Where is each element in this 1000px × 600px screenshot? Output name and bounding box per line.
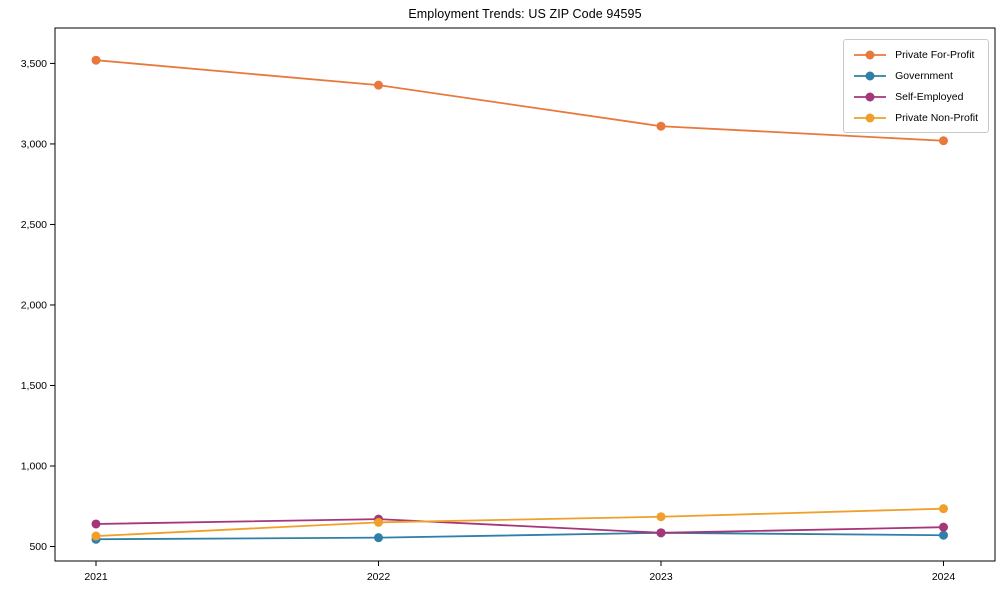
data-point-marker <box>374 80 383 90</box>
legend-label: Government <box>895 69 953 82</box>
plot-border <box>54 27 996 562</box>
legend-marker-icon <box>854 50 887 59</box>
legend-item: Private For-Profit <box>852 46 978 63</box>
data-point-marker <box>656 121 666 131</box>
y-tick-label: 1,500 <box>21 380 47 392</box>
series-line-government <box>95 531 945 541</box>
y-tick-label: 3,000 <box>21 139 47 151</box>
series-line-self-employed <box>95 518 945 534</box>
x-tick-label: 2023 <box>649 571 673 583</box>
data-point-marker <box>939 136 948 146</box>
y-tick-label: 2,500 <box>21 219 47 231</box>
legend-marker-icon <box>854 92 887 101</box>
legend-marker-icon <box>854 113 887 122</box>
x-tick-label: 2024 <box>932 571 956 583</box>
legend: Private For-Profit Government Self-Employe… <box>843 39 989 133</box>
series-line-private-non-profit <box>95 507 945 537</box>
data-point-marker <box>91 519 101 529</box>
y-tick-label: 2,000 <box>21 300 47 312</box>
data-point-marker <box>374 533 383 543</box>
y-tick-label: 3,500 <box>21 58 47 70</box>
y-tick-label: 1,000 <box>21 461 47 473</box>
data-point-marker <box>91 55 101 65</box>
y-tick-label: 500 <box>29 541 47 553</box>
series-line-private-for-profit <box>95 59 945 142</box>
legend-label: Self-Employed <box>895 90 964 103</box>
chart-title: Employment Trends: US ZIP Code 94595 <box>408 7 642 21</box>
legend-item: Self-Employed <box>852 88 978 105</box>
data-point-marker <box>91 531 101 541</box>
data-point-marker <box>939 530 948 540</box>
legend-label: Private Non-Profit <box>895 111 978 124</box>
data-point-marker <box>374 517 383 527</box>
x-tick-label: 2022 <box>367 571 391 583</box>
legend-item: Private Non-Profit <box>852 109 978 126</box>
data-point-marker <box>939 504 948 514</box>
data-point-marker <box>656 528 666 538</box>
data-point-marker <box>656 512 666 522</box>
legend-label: Private For-Profit <box>895 48 975 61</box>
x-tick-label: 2021 <box>84 571 108 583</box>
legend-item: Government <box>852 67 978 84</box>
legend-marker-icon <box>854 71 887 80</box>
data-point-marker <box>939 522 948 532</box>
